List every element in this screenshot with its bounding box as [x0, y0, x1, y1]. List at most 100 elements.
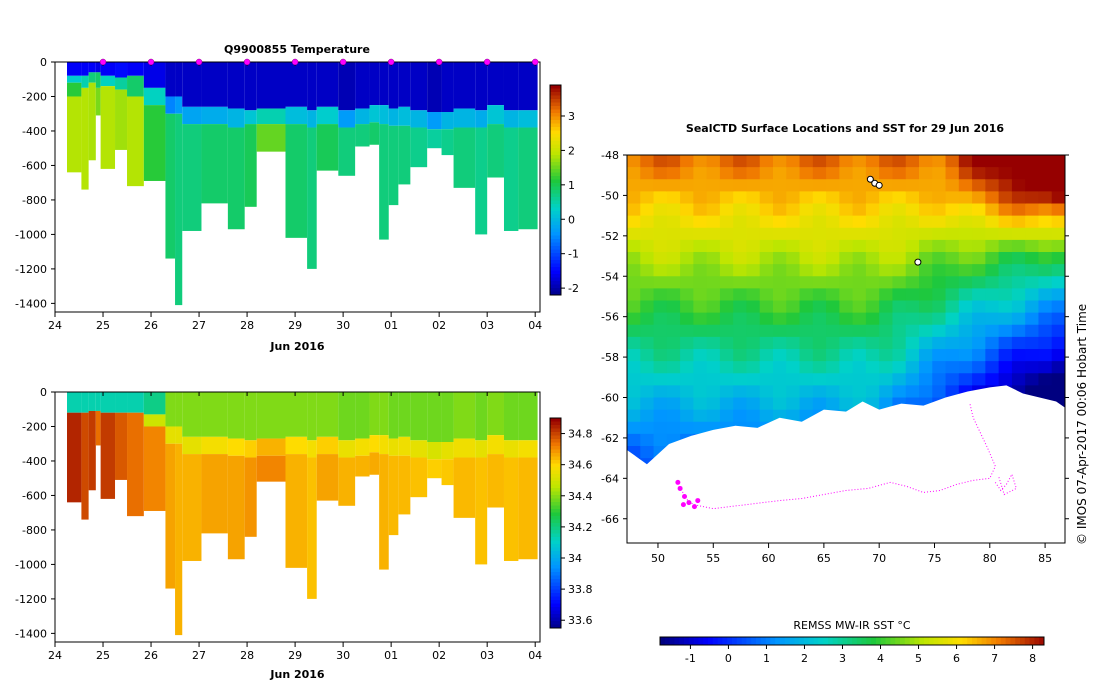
sst-cell: [746, 264, 761, 277]
sst-cell: [773, 349, 787, 362]
sst-cell: [812, 373, 827, 386]
colorbar-tick-label: 34.4: [568, 490, 593, 503]
sst-cell: [826, 336, 840, 350]
sst-colorbar-segment: [708, 637, 714, 645]
profile-cell: [227, 62, 245, 109]
colorbar-segment: [550, 134, 561, 138]
sst-cell: [799, 288, 814, 301]
sst-cell: [746, 155, 761, 168]
x-tick-label: 04: [528, 319, 542, 332]
profile-cell: [338, 440, 356, 458]
profile-cell: [88, 72, 96, 83]
profile-cell: [88, 392, 96, 411]
sst-cell: [1011, 179, 1026, 192]
sst-cell: [998, 336, 1013, 350]
colorbar-segment: [550, 554, 561, 559]
sst-cell: [666, 239, 681, 253]
sst-cell: [945, 167, 960, 180]
sst-cell: [865, 324, 880, 338]
sst-cell: [998, 264, 1013, 277]
sst-cell: [879, 167, 893, 180]
colorbar-segment: [550, 183, 561, 187]
sst-cell: [1025, 203, 1039, 217]
profile-cell: [369, 435, 380, 453]
colorbar-segment: [550, 235, 561, 240]
y-tick-label: -600: [22, 489, 47, 502]
sst-cell: [1025, 191, 1039, 204]
temperature-profiles: [67, 62, 538, 306]
sst-cell: [985, 312, 1000, 326]
sst-cell: [998, 239, 1013, 253]
sst-cell: [693, 373, 708, 386]
seal-position: [680, 502, 686, 508]
profile-cell: [307, 110, 317, 128]
sst-cell: [839, 276, 854, 289]
sst-cell: [627, 385, 641, 398]
colorbar-segment: [550, 533, 561, 538]
sst-colorbar-segment: [693, 637, 699, 645]
sst-cell: [1038, 300, 1053, 314]
sst-cell: [773, 264, 787, 277]
x-tick-label: 29: [288, 649, 302, 662]
sst-cell: [919, 288, 933, 301]
sst-cell: [972, 324, 986, 338]
map-axes: 50 55 60 65 70 75 80 85 -48 -50 -52 -54 -56 -58 -60 -62…: [601, 149, 1069, 565]
colorbar-segment: [550, 200, 561, 205]
sst-cell: [998, 373, 1013, 386]
profile-cell: [227, 392, 245, 439]
sst-cell: [972, 373, 986, 386]
sst-cell: [799, 312, 814, 326]
sst-cell: [892, 336, 907, 350]
sst-cell: [773, 167, 787, 180]
sst-cell: [826, 276, 840, 289]
sst-cell: [640, 349, 655, 362]
profile-cell: [244, 62, 257, 111]
map-y-tick-label: -56: [601, 311, 619, 324]
profile-cell: [127, 96, 144, 187]
sst-cell: [839, 300, 854, 314]
colorbar-segment: [550, 239, 561, 243]
sst-cell: [680, 409, 694, 423]
profile-cell: [165, 113, 176, 259]
sst-cell: [627, 155, 641, 168]
sst-cell: [879, 336, 893, 350]
profile-cell: [88, 410, 96, 491]
sst-cell: [680, 203, 694, 217]
sst-cell: [719, 397, 734, 411]
sst-colorbar-segment: [712, 637, 719, 645]
sst-cell: [759, 336, 774, 350]
sst-cell: [719, 252, 734, 265]
sst-colorbar-segment: [732, 637, 738, 645]
sst-colorbar-segment: [996, 637, 1002, 645]
profile-cell: [175, 62, 183, 97]
sst-colorbar-segment: [717, 637, 723, 645]
colorbar-segment: [550, 123, 561, 128]
sst-cell: [733, 264, 747, 277]
sst-cell: [1051, 300, 1066, 314]
sst-cell: [1038, 239, 1053, 253]
profile-cell: [244, 457, 257, 537]
sst-cell: [919, 215, 933, 229]
sst-cell: [653, 336, 668, 350]
sst-cell: [759, 203, 774, 217]
ice-mask: [627, 385, 1065, 543]
sst-cell: [892, 276, 907, 289]
sst-cell: [653, 433, 668, 447]
sst-cell: [799, 361, 814, 374]
profile-cell: [201, 62, 228, 107]
profile-cell: [355, 455, 370, 477]
sst-cell: [852, 227, 867, 241]
sst-cell: [733, 409, 747, 423]
sst-cell: [719, 349, 734, 362]
profile-cell: [227, 455, 245, 560]
profile-cell: [285, 392, 308, 437]
sst-cell: [799, 191, 814, 204]
sst-cell: [627, 288, 641, 301]
temperature-panel-title: Q9900855 Temperature: [224, 43, 370, 56]
colorbar-tick-label: -2: [568, 282, 579, 295]
sst-cell: [932, 239, 947, 253]
sst-cell: [773, 155, 787, 168]
sst-cell: [719, 203, 734, 217]
profile-cell: [143, 105, 166, 181]
profile-cell: [143, 392, 166, 415]
